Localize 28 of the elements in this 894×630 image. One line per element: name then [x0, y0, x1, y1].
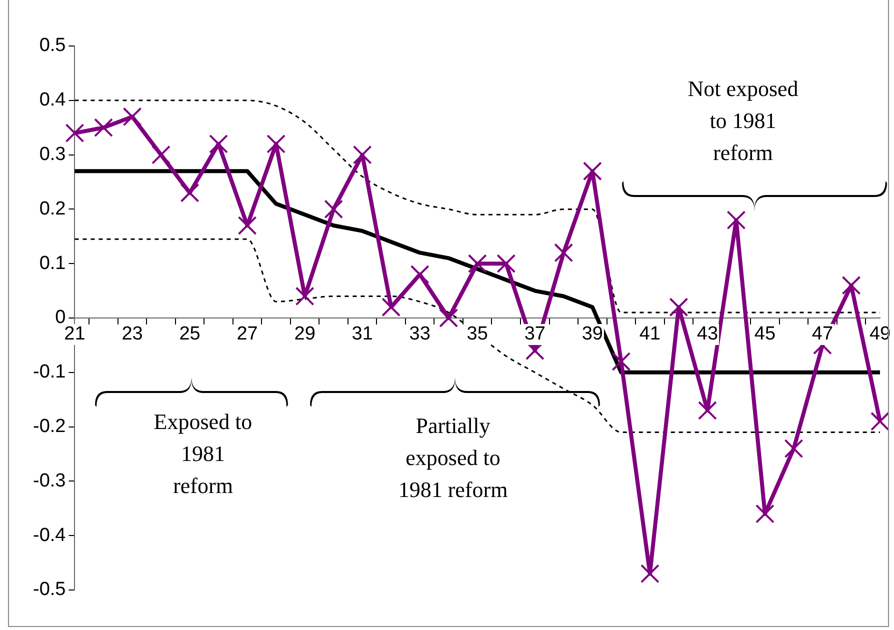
y-tick-label: -0.4 — [32, 524, 66, 546]
x-tick-label: 41 — [639, 324, 660, 345]
x-tick-label: 35 — [466, 324, 488, 345]
y-tick-label: 0.1 — [39, 252, 66, 274]
x-tick-label: 33 — [409, 324, 430, 345]
annotation: Not exposed to 1981 reform — [688, 75, 798, 167]
x-tick-label: 21 — [64, 324, 86, 345]
y-tick-label: -0.2 — [32, 416, 66, 438]
x-tick-label: 25 — [179, 324, 200, 345]
x-tick-label: 43 — [696, 324, 718, 345]
x-tick-label: 37 — [524, 324, 546, 345]
x-tick-label: 29 — [294, 324, 316, 345]
x-tick-label: 31 — [352, 324, 373, 345]
y-tick-label: -0.5 — [32, 579, 66, 600]
y-tick-label: 0.3 — [39, 144, 66, 166]
y-tick-label: -0.3 — [32, 470, 66, 492]
x-tick-label: 27 — [236, 324, 258, 345]
annotation: Partially exposed to 1981 reform — [398, 412, 508, 504]
y-tick-label: 0.2 — [39, 198, 66, 220]
y-tick-label: -0.1 — [32, 362, 66, 383]
x-tick-label: 45 — [754, 324, 776, 345]
annotation: Exposed to 1981 reform — [154, 408, 252, 500]
y-tick-label: 0.4 — [39, 90, 66, 111]
y-tick-label: 0.5 — [39, 35, 66, 56]
x-tick-label: 47 — [812, 324, 834, 345]
x-tick-label: 23 — [122, 324, 143, 345]
x-tick-label: 39 — [582, 324, 603, 345]
y-tick-label: 0 — [55, 307, 66, 328]
